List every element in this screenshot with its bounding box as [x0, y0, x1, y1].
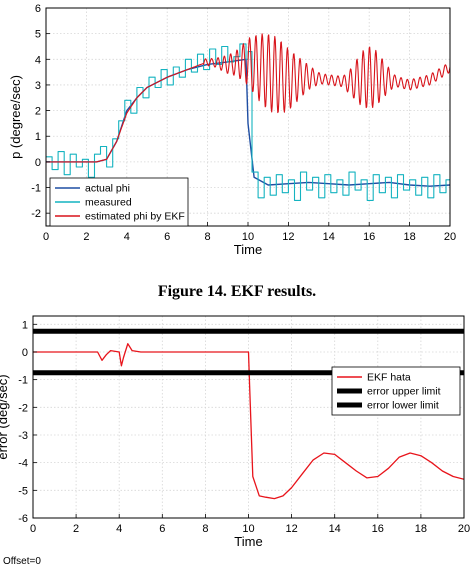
x-tick-label: 0 — [30, 523, 36, 535]
legend-label: error lower limit — [367, 400, 439, 412]
y-tick-label: -4 — [18, 458, 28, 470]
y-tick-label: -3 — [18, 430, 28, 442]
y-tick-label: 0 — [22, 347, 28, 359]
x-tick-label: 2 — [73, 523, 79, 535]
legend-label: actual phi — [85, 183, 130, 195]
y-tick-label: 4 — [35, 54, 41, 66]
y-tick-label: -1 — [18, 375, 28, 387]
x-tick-label: 4 — [116, 523, 122, 535]
legend-label: error upper limit — [367, 386, 441, 398]
x-tick-label: 20 — [444, 231, 456, 243]
x-tick-label: 8 — [202, 523, 208, 535]
x-tick-label: 14 — [323, 231, 335, 243]
x-axis-label: Time — [234, 242, 262, 257]
y-tick-label: 3 — [35, 80, 41, 92]
y-tick-label: -6 — [18, 513, 28, 525]
series-group — [46, 33, 450, 201]
x-tick-label: 12 — [282, 231, 294, 243]
x-tick-label: 18 — [415, 523, 427, 535]
y-tick-label: -5 — [18, 485, 28, 497]
y-tick-label: 1 — [22, 319, 28, 331]
x-tick-label: 10 — [242, 231, 254, 243]
x-tick-label: 16 — [372, 523, 384, 535]
x-tick-label: 8 — [205, 231, 211, 243]
figure-caption: Figure 14. EKF results. — [157, 283, 317, 300]
offset-label: Offset=0 — [3, 556, 41, 567]
x-tick-label: 2 — [83, 231, 89, 243]
y-tick-label: -2 — [31, 208, 41, 220]
y-tick-label: 2 — [35, 106, 41, 118]
x-axis-label: Time — [234, 534, 262, 549]
legend-label: estimated phi by EKF — [85, 211, 185, 223]
y-tick-label: 5 — [35, 29, 41, 41]
y-tick-label: -2 — [18, 402, 28, 414]
y-tick-label: 6 — [35, 3, 41, 15]
x-tick-label: 10 — [242, 523, 254, 535]
chart-error: 0 2 4 6 8 10 12 14 16 18 20 -6 -5 -4 -3 -2 -1 0 1 Time error… — [0, 315, 470, 549]
x-tick-label: 18 — [403, 231, 415, 243]
y-axis-label: p (degree/sec) — [8, 75, 23, 159]
y-tick-label: -1 — [31, 183, 41, 195]
x-tick-label: 0 — [43, 231, 49, 243]
legend-label: measured — [85, 197, 132, 209]
series-line-estimated-phi-by-ekf — [46, 33, 450, 163]
x-tick-label: 6 — [164, 231, 170, 243]
y-tick-label: 1 — [35, 131, 41, 143]
x-tick-label: 12 — [285, 523, 297, 535]
x-tick-label: 20 — [458, 523, 470, 535]
y-tick-label: 0 — [35, 157, 41, 169]
x-tick-label: 16 — [363, 231, 375, 243]
x-tick-label: 4 — [124, 231, 130, 243]
series-line-ekf-hata — [33, 343, 464, 500]
x-tick-label: 6 — [159, 523, 165, 535]
x-tick-label: 14 — [329, 523, 341, 535]
legend-label: EKF hata — [367, 372, 411, 384]
y-axis-label: error (deg/sec) — [0, 374, 10, 459]
